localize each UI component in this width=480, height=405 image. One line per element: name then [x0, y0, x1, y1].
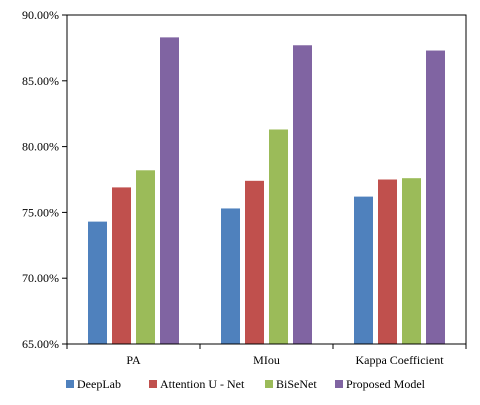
y-tick-label: 80.00% [22, 140, 59, 154]
x-tick-label-kappa-coefficient: Kappa Coefficient [355, 353, 444, 367]
legend-label-proposed-model: Proposed Model [346, 377, 426, 391]
x-tick-label-miou: MIou [253, 353, 280, 367]
legend-swatch-attention-u-net [149, 380, 157, 388]
legend-swatch-bisenet [265, 380, 273, 388]
bar-deeplab-miou [221, 208, 240, 344]
bar-attention-u-net-pa [112, 187, 131, 344]
plot-frame [66, 14, 467, 345]
bar-bisenet-kappa-coefficient [402, 178, 421, 344]
y-tick-labels: 65.00% 70.00% 75.00% 80.00% 85.00% 90.00% [22, 8, 59, 351]
y-tick-label: 75.00% [22, 205, 59, 219]
bars-group [88, 37, 445, 344]
legend-label-attention-u-net: Attention U - Net [160, 377, 245, 391]
bar-proposed-model-kappa-coefficient [426, 50, 445, 344]
legend-label-deeplab: DeepLab [77, 377, 121, 391]
bar-proposed-model-pa [160, 37, 179, 344]
bar-deeplab-pa [88, 221, 107, 344]
legend: DeepLab Attention U - Net BiSeNet Proposed … [66, 377, 426, 391]
legend-swatch-deeplab [66, 380, 74, 388]
y-tick-label: 90.00% [22, 8, 59, 22]
y-tick-label: 70.00% [22, 271, 59, 285]
x-tick-labels: PA MIou Kappa Coefficient [126, 353, 444, 367]
bar-bisenet-miou [269, 129, 288, 344]
bar-attention-u-net-kappa-coefficient [378, 179, 397, 344]
legend-label-bisenet: BiSeNet [276, 377, 317, 391]
x-tick-label-pa: PA [126, 353, 141, 367]
bar-attention-u-net-miou [245, 180, 264, 344]
y-tick-label: 65.00% [22, 337, 59, 351]
legend-swatch-proposed-model [335, 380, 343, 388]
bar-bisenet-pa [136, 170, 155, 344]
y-tick-label: 85.00% [22, 74, 59, 88]
axes-group [62, 14, 467, 349]
bar-proposed-model-miou [293, 45, 312, 344]
bar-deeplab-kappa-coefficient [354, 196, 373, 344]
